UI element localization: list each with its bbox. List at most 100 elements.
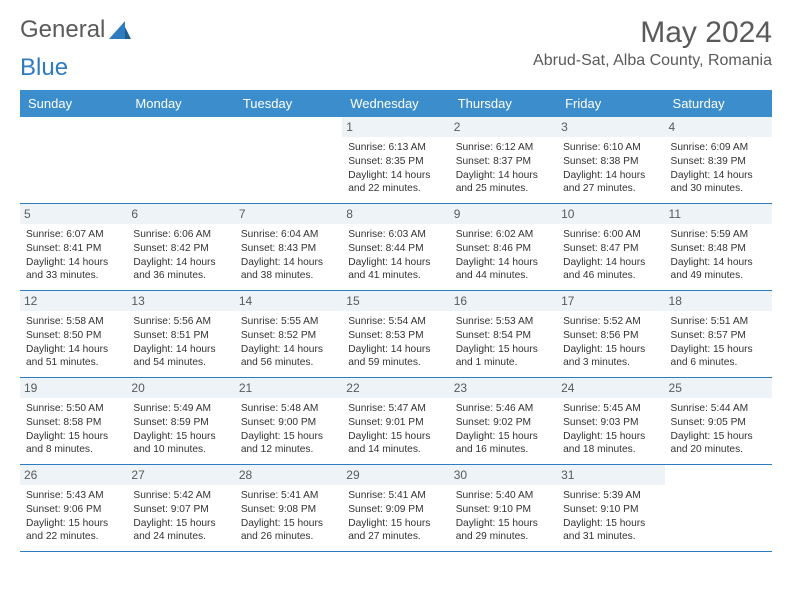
- sunset-line: Sunset: 8:35 PM: [348, 155, 443, 169]
- daylight-line: Daylight: 15 hours and 8 minutes.: [26, 430, 121, 458]
- day-header-cell: Wednesday: [342, 90, 449, 117]
- sunset-line: Sunset: 8:39 PM: [671, 155, 766, 169]
- logo-text-1: General: [20, 16, 105, 44]
- day-cell: 1Sunrise: 6:13 AMSunset: 8:35 PMDaylight…: [342, 117, 449, 203]
- sunset-line: Sunset: 9:10 PM: [456, 503, 551, 517]
- daylight-line: Daylight: 15 hours and 3 minutes.: [563, 343, 658, 371]
- sunset-line: Sunset: 8:42 PM: [133, 242, 228, 256]
- day-cell: 26Sunrise: 5:43 AMSunset: 9:06 PMDayligh…: [20, 465, 127, 551]
- daylight-line: Daylight: 14 hours and 25 minutes.: [456, 169, 551, 197]
- sunrise-line: Sunrise: 6:00 AM: [563, 228, 658, 242]
- sunrise-line: Sunrise: 6:02 AM: [456, 228, 551, 242]
- day-number: 28: [235, 465, 342, 485]
- day-cell: 22Sunrise: 5:47 AMSunset: 9:01 PMDayligh…: [342, 378, 449, 464]
- sunset-line: Sunset: 8:41 PM: [26, 242, 121, 256]
- sunrise-line: Sunrise: 6:06 AM: [133, 228, 228, 242]
- daylight-line: Daylight: 14 hours and 54 minutes.: [133, 343, 228, 371]
- sunrise-line: Sunrise: 5:58 AM: [26, 315, 121, 329]
- sunset-line: Sunset: 9:00 PM: [241, 416, 336, 430]
- daylight-line: Daylight: 15 hours and 18 minutes.: [563, 430, 658, 458]
- sunset-line: Sunset: 8:52 PM: [241, 329, 336, 343]
- day-cell: 30Sunrise: 5:40 AMSunset: 9:10 PMDayligh…: [450, 465, 557, 551]
- daylight-line: Daylight: 15 hours and 12 minutes.: [241, 430, 336, 458]
- day-number: 18: [665, 291, 772, 311]
- day-cell: 3Sunrise: 6:10 AMSunset: 8:38 PMDaylight…: [557, 117, 664, 203]
- sunrise-line: Sunrise: 5:50 AM: [26, 402, 121, 416]
- sunrise-line: Sunrise: 5:42 AM: [133, 489, 228, 503]
- sunrise-line: Sunrise: 6:09 AM: [671, 141, 766, 155]
- sunrise-line: Sunrise: 6:04 AM: [241, 228, 336, 242]
- day-cell: 18 Sunrise: 5:51 AMSunset: 8:57 PMDayligh…: [665, 291, 772, 377]
- week-row: 19Sunrise: 5:50 AMSunset: 8:58 PMDayligh…: [20, 378, 772, 465]
- daylight-line: Daylight: 14 hours and 36 minutes.: [133, 256, 228, 284]
- daylight-line: Daylight: 15 hours and 20 minutes.: [671, 430, 766, 458]
- sunrise-line: Sunrise: 5:45 AM: [563, 402, 658, 416]
- day-number: 9: [450, 204, 557, 224]
- logo-triangle-icon: [109, 21, 131, 39]
- sunset-line: Sunset: 9:03 PM: [563, 416, 658, 430]
- daylight-line: Daylight: 15 hours and 27 minutes.: [348, 517, 443, 545]
- day-header-cell: Tuesday: [235, 90, 342, 117]
- week-row: 26Sunrise: 5:43 AMSunset: 9:06 PMDayligh…: [20, 465, 772, 552]
- sunrise-line: Sunrise: 5:52 AM: [563, 315, 658, 329]
- day-number: 6: [127, 204, 234, 224]
- calendar: SundayMondayTuesdayWednesdayThursdayFrid…: [20, 90, 772, 552]
- sunrise-line: Sunrise: 6:10 AM: [563, 141, 658, 155]
- day-number: 15: [342, 291, 449, 311]
- sunset-line: Sunset: 8:47 PM: [563, 242, 658, 256]
- sunrise-line: Sunrise: 5:55 AM: [241, 315, 336, 329]
- day-number: 30: [450, 465, 557, 485]
- day-cell: 17Sunrise: 5:52 AMSunset: 8:56 PMDayligh…: [557, 291, 664, 377]
- daylight-line: Daylight: 14 hours and 30 minutes.: [671, 169, 766, 197]
- day-cell: 24Sunrise: 5:45 AMSunset: 9:03 PMDayligh…: [557, 378, 664, 464]
- logo: General: [20, 16, 131, 44]
- sunrise-line: Sunrise: 5:48 AM: [241, 402, 336, 416]
- day-cell: [127, 117, 234, 203]
- sunrise-line: Sunrise: 5:41 AM: [348, 489, 443, 503]
- day-number: 21: [235, 378, 342, 398]
- title-block: May 2024 Abrud-Sat, Alba County, Romania: [533, 16, 772, 70]
- daylight-line: Daylight: 14 hours and 51 minutes.: [26, 343, 121, 371]
- sunrise-line: Sunrise: 5:39 AM: [563, 489, 658, 503]
- page-title: May 2024: [533, 16, 772, 50]
- day-cell: 29Sunrise: 5:41 AMSunset: 9:09 PMDayligh…: [342, 465, 449, 551]
- daylight-line: Daylight: 15 hours and 31 minutes.: [563, 517, 658, 545]
- day-cell: [20, 117, 127, 203]
- daylight-line: Daylight: 14 hours and 59 minutes.: [348, 343, 443, 371]
- daylight-line: Daylight: 14 hours and 56 minutes.: [241, 343, 336, 371]
- sunrise-line: Sunrise: 6:12 AM: [456, 141, 551, 155]
- day-number: 5: [20, 204, 127, 224]
- sunrise-line: Sunrise: 5:53 AM: [456, 315, 551, 329]
- daylight-line: Daylight: 15 hours and 6 minutes.: [671, 343, 766, 371]
- day-cell: [665, 465, 772, 551]
- daylight-line: Daylight: 15 hours and 22 minutes.: [26, 517, 121, 545]
- sunrise-line: Sunrise: 5:44 AM: [671, 402, 766, 416]
- day-number: 7: [235, 204, 342, 224]
- sunrise-line: Sunrise: 5:41 AM: [241, 489, 336, 503]
- day-number: 14: [235, 291, 342, 311]
- daylight-line: Daylight: 15 hours and 29 minutes.: [456, 517, 551, 545]
- sunrise-line: Sunrise: 5:43 AM: [26, 489, 121, 503]
- sunset-line: Sunset: 9:02 PM: [456, 416, 551, 430]
- sunrise-line: Sunrise: 5:54 AM: [348, 315, 443, 329]
- day-cell: 25Sunrise: 5:44 AMSunset: 9:05 PMDayligh…: [665, 378, 772, 464]
- sunset-line: Sunset: 8:37 PM: [456, 155, 551, 169]
- sunset-line: Sunset: 8:43 PM: [241, 242, 336, 256]
- day-number: 17: [557, 291, 664, 311]
- daylight-line: Daylight: 14 hours and 33 minutes.: [26, 256, 121, 284]
- day-header-cell: Thursday: [450, 90, 557, 117]
- day-number: 13: [127, 291, 234, 311]
- daylight-line: Daylight: 14 hours and 46 minutes.: [563, 256, 658, 284]
- day-number: 8: [342, 204, 449, 224]
- daylight-line: Daylight: 15 hours and 1 minute.: [456, 343, 551, 371]
- sunset-line: Sunset: 9:07 PM: [133, 503, 228, 517]
- daylight-line: Daylight: 15 hours and 24 minutes.: [133, 517, 228, 545]
- daylight-line: Daylight: 15 hours and 16 minutes.: [456, 430, 551, 458]
- day-cell: 11Sunrise: 5:59 AMSunset: 8:48 PMDayligh…: [665, 204, 772, 290]
- day-cell: [235, 117, 342, 203]
- day-number: 27: [127, 465, 234, 485]
- sunset-line: Sunset: 8:57 PM: [671, 329, 766, 343]
- day-number: 26: [20, 465, 127, 485]
- daylight-line: Daylight: 14 hours and 44 minutes.: [456, 256, 551, 284]
- sunrise-line: Sunrise: 5:51 AM: [671, 315, 766, 329]
